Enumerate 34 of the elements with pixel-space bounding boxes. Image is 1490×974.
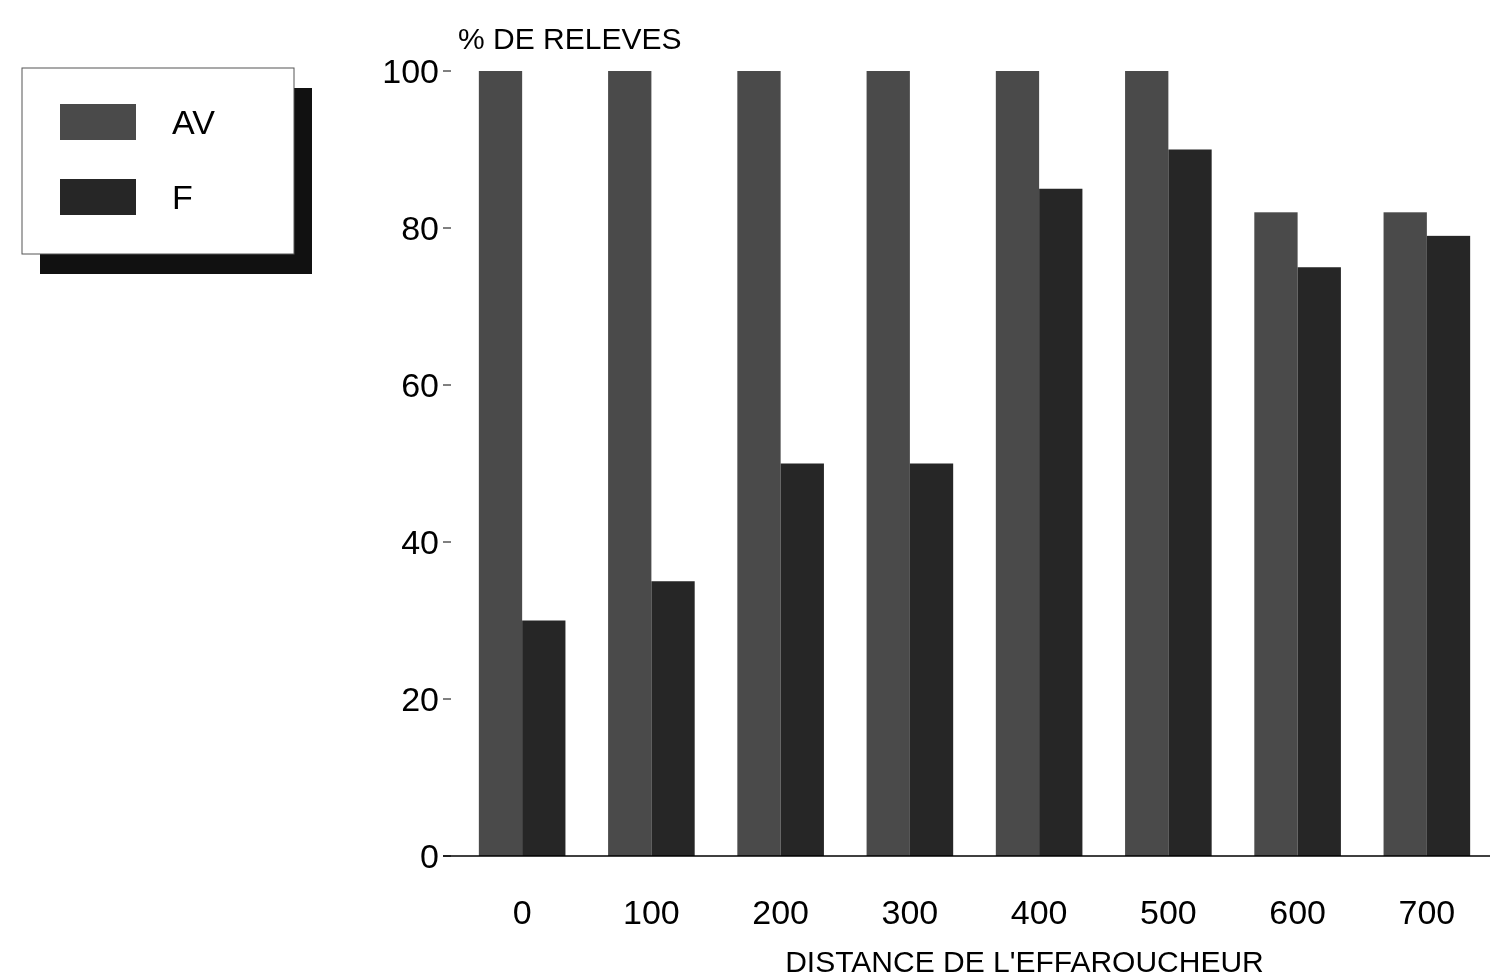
bar (1426, 235, 1471, 856)
bar (1039, 188, 1083, 856)
bar (909, 463, 954, 856)
x-tick-label: 300 (881, 893, 939, 931)
x-tick-label: 600 (1269, 893, 1326, 931)
x-tick-label: 700 (1398, 893, 1456, 931)
bar (1254, 212, 1298, 856)
bar (737, 71, 781, 856)
legend-label: F (172, 177, 193, 216)
bar (1383, 212, 1427, 856)
bar (478, 71, 523, 856)
y-axis-title: % DE RELEVES (458, 22, 682, 55)
legend-label: AV (172, 102, 216, 141)
y-tick-label: 20 (401, 679, 439, 718)
x-tick-label: 0 (512, 893, 532, 931)
bar (866, 71, 910, 856)
bar (995, 71, 1040, 856)
bar (651, 581, 695, 856)
y-tick-label: 80 (401, 208, 439, 247)
bar (1168, 149, 1212, 856)
x-tick-label: 500 (1140, 893, 1197, 931)
x-tick-label: 200 (752, 893, 809, 931)
y-tick-label: 100 (382, 51, 439, 90)
bar (1297, 267, 1341, 856)
bar (522, 620, 566, 856)
bar (1125, 71, 1169, 856)
y-tick-label: 60 (401, 365, 439, 404)
x-tick-label: 400 (1010, 893, 1068, 931)
bar (608, 71, 652, 856)
y-tick-label: 0 (420, 836, 439, 875)
x-axis-title: DISTANCE DE L'EFFAROUCHEUR (785, 945, 1264, 974)
x-tick-label: 100 (623, 893, 680, 931)
bar (780, 463, 824, 856)
y-tick-label: 40 (401, 522, 439, 561)
